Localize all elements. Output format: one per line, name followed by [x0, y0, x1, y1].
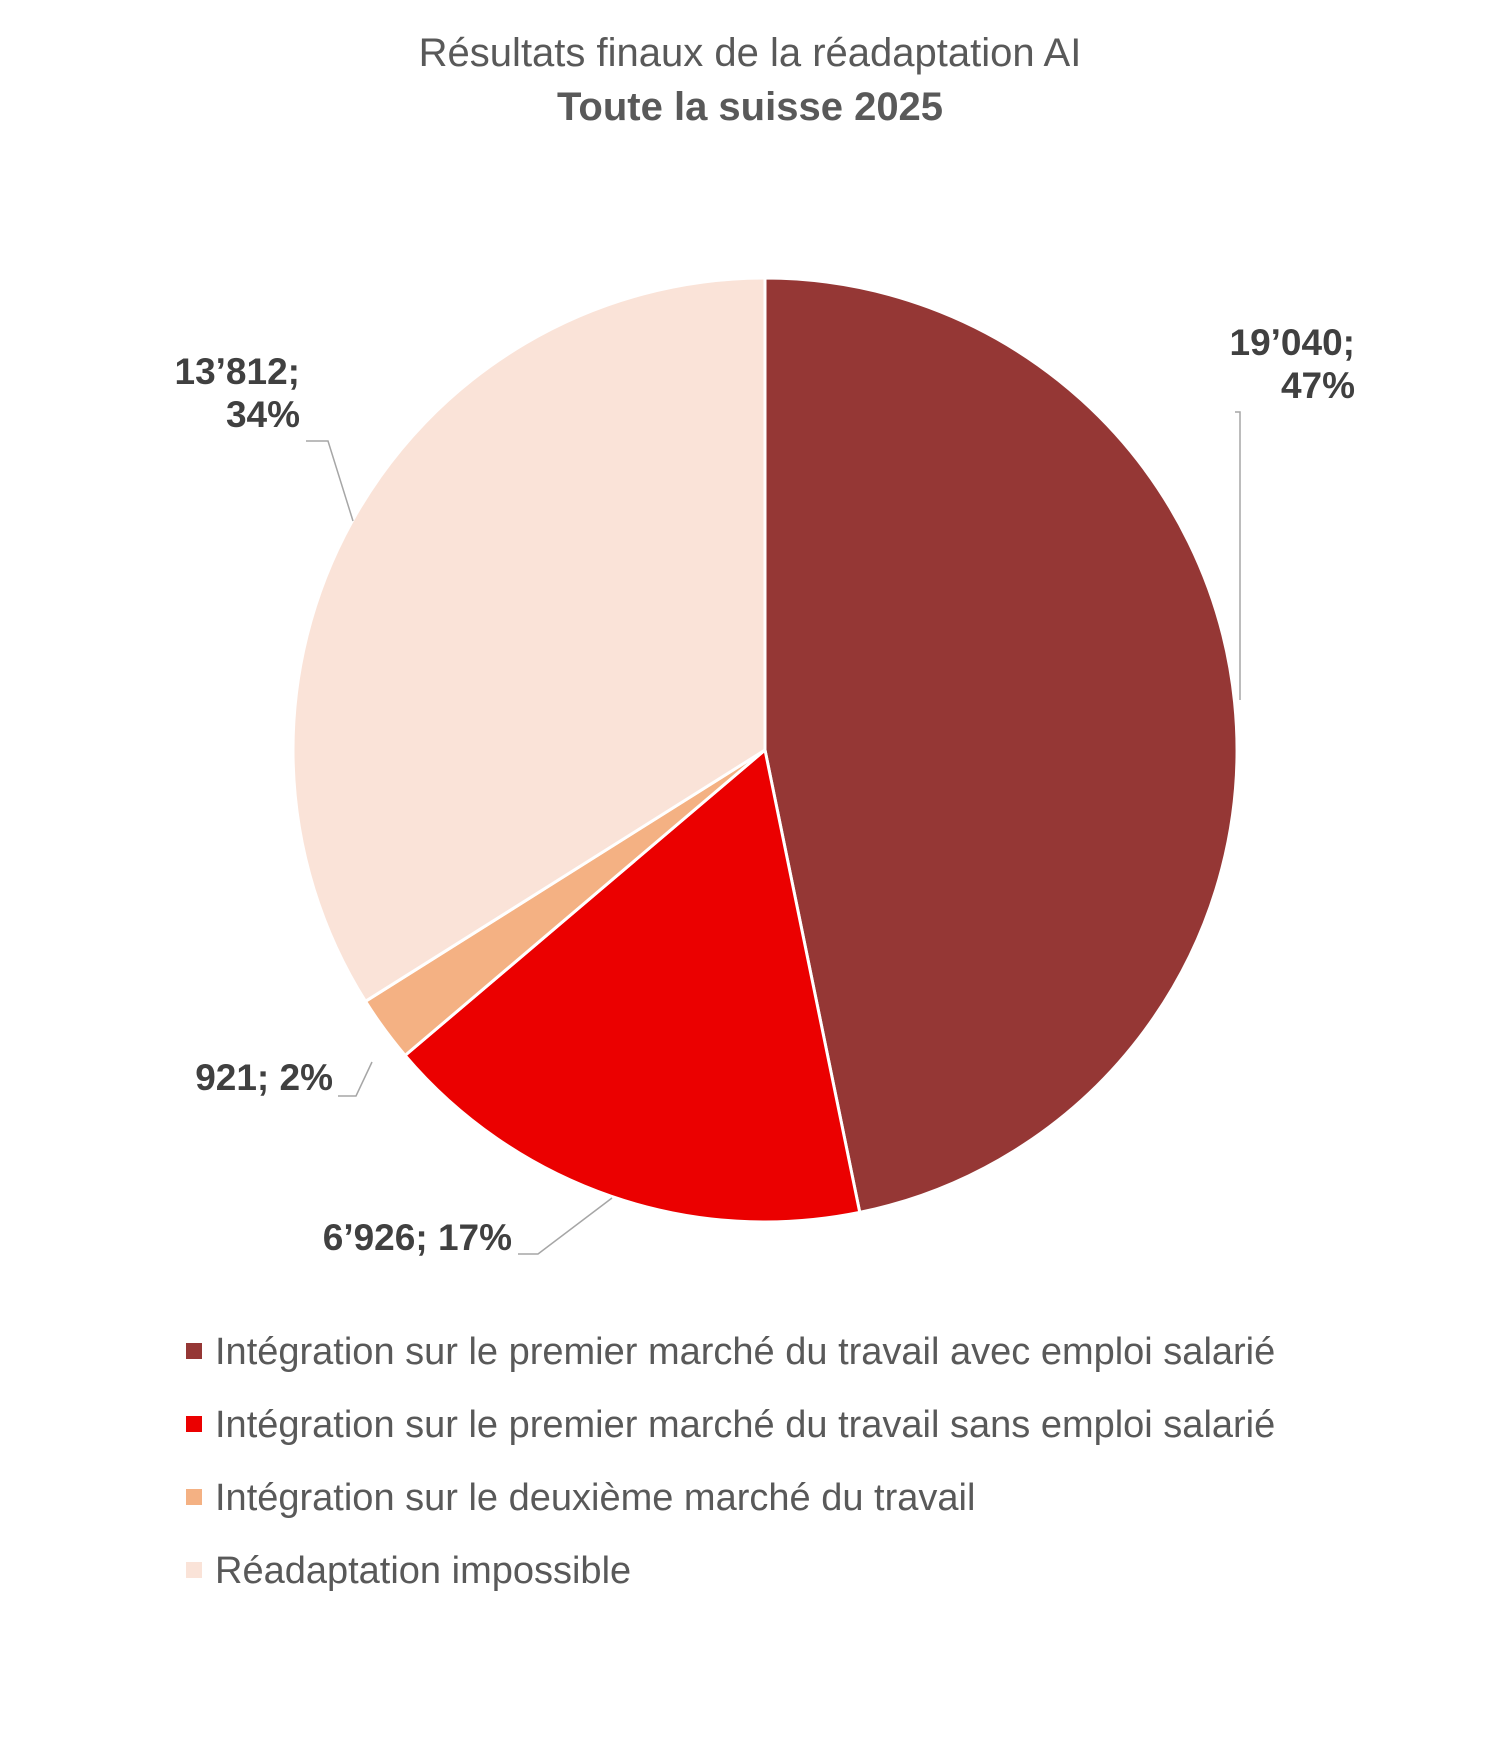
chart-subtitle: Toute la suisse 2025 — [557, 85, 943, 129]
data-label-integration-sur-le-premier-marche-du-travail-avec-emploi-salarie: 19’040; 47% — [1230, 322, 1356, 406]
pie-slice-readaptation-impossible — [291, 276, 767, 1003]
pie-slices — [291, 276, 1239, 1224]
legend-label: Intégration sur le deuxième marché du tr… — [215, 1477, 975, 1519]
legend-item-readaptation-impossible: Réadaptation impossible — [186, 1550, 631, 1592]
data-label-line: 47% — [1281, 365, 1355, 406]
chart-title: Résultats finaux de la réadaptation AI — [419, 31, 1082, 75]
legend-swatch — [186, 1416, 202, 1432]
leader-lines — [306, 411, 1241, 1255]
pie-slice-integration-sur-le-premier-marche-du-travail-sans-emploi-salarie — [403, 748, 862, 1224]
legend-item-integration-sur-le-deuxieme-marche-du-travail: Intégration sur le deuxième marché du tr… — [186, 1477, 975, 1519]
data-label-line: 921; 2% — [195, 1057, 333, 1098]
legend: Intégration sur le premier marché du tra… — [186, 1331, 1275, 1592]
legend-label: Réadaptation impossible — [215, 1550, 631, 1592]
leader-line-integration-sur-le-premier-marche-du-travail-avec-emploi-salarie — [1235, 411, 1241, 700]
legend-item-integration-sur-le-premier-marche-du-travail-sans-emploi-salarie: Intégration sur le premier marché du tra… — [186, 1404, 1275, 1446]
legend-label: Intégration sur le premier marché du tra… — [215, 1331, 1275, 1373]
data-labels: 19’040; 47% 6’926; 17% 921; 2% 13’812; 34% — [175, 322, 1356, 1258]
legend-swatch — [186, 1343, 202, 1359]
leader-line-readaptation-impossible — [306, 440, 354, 522]
legend-swatch — [186, 1562, 202, 1578]
data-label-line: 34% — [226, 394, 300, 435]
data-label-line: 19’040; — [1230, 322, 1356, 363]
data-label-line: 6’926; 17% — [323, 1217, 512, 1258]
data-label-integration-sur-le-deuxieme-marche-du-travail: 921; 2% — [195, 1057, 333, 1098]
legend-label: Intégration sur le premier marché du tra… — [215, 1404, 1275, 1446]
leader-line-integration-sur-le-premier-marche-du-travail-sans-emploi-salarie — [518, 1197, 613, 1255]
data-label-integration-sur-le-premier-marche-du-travail-sans-emploi-salarie: 6’926; 17% — [323, 1217, 512, 1258]
data-label-readaptation-impossible: 13’812; 34% — [175, 351, 301, 435]
leader-line-integration-sur-le-deuxieme-marche-du-travail — [338, 1061, 373, 1097]
legend-swatch — [186, 1489, 202, 1505]
pie-slice-integration-sur-le-premier-marche-du-travail-avec-emploi-salarie — [763, 276, 1239, 1214]
data-label-line: 13’812; — [175, 351, 301, 392]
legend-item-integration-sur-le-premier-marche-du-travail-avec-emploi-salarie: Intégration sur le premier marché du tra… — [186, 1331, 1275, 1373]
